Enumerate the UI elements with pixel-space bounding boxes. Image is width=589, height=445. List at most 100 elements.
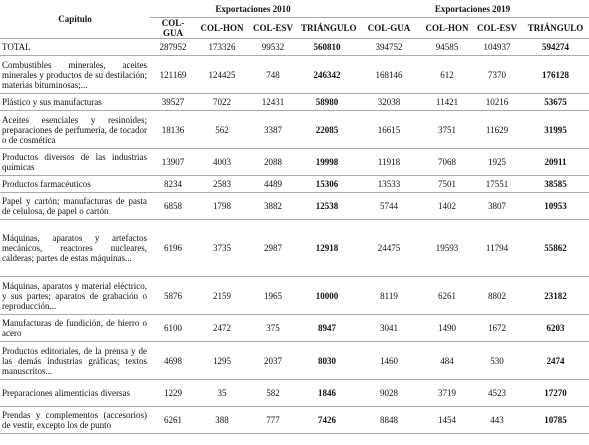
chapter-cell: Papel y cartón; manufacturas de pasta de… [0,192,150,220]
value-cell: 35 [196,379,248,407]
value-cell: 1798 [196,192,248,220]
value-cell: 375 [248,314,298,342]
value-cell: 104937 [472,38,522,56]
value-cell: 16615 [356,110,422,149]
value-cell: 39527 [150,93,196,111]
value-cell: 3807 [472,192,522,220]
value-cell: 6261 [422,276,472,315]
value-cell: 176128 [522,55,589,94]
table-row: Máquinas, aparatos y artefactos mecánico… [0,219,589,277]
value-cell: 20911 [522,148,589,176]
value-cell: 7426 [298,406,356,434]
chapter-cell: TOTAL [0,38,150,56]
column-header: TRIÁNGULO [298,17,357,39]
value-cell: 4489 [248,175,298,193]
value-cell: 99532 [248,38,298,56]
value-cell: 121169 [150,55,196,94]
group-header: Exportaciones 2010 [150,0,356,18]
value-cell: 6261 [150,406,196,434]
value-cell: 58980 [298,93,356,111]
chapter-cell: Combustibles minerales, aceites minerale… [0,55,150,94]
chapter-header: Capítulo [0,0,150,39]
value-cell: 12538 [298,192,356,220]
value-cell: 8802 [472,276,522,315]
value-cell: 7068 [422,148,472,176]
value-cell: 17270 [522,379,589,407]
value-cell: 3751 [422,110,472,149]
value-cell: 2583 [196,175,248,193]
column-header: COL-ESV [248,17,298,39]
column-header: COL-HON [422,17,472,39]
table-row: Prendas y complementos (accesorios) de v… [0,406,589,434]
value-cell: 11918 [356,148,422,176]
value-cell: 17551 [472,175,522,193]
table-row: Productos editoriales, de la prensa y de… [0,341,589,380]
chapter-cell: Máquinas, aparatos y artefactos mecánico… [0,219,150,277]
value-cell: 8848 [356,406,422,434]
value-cell: 8119 [356,276,422,315]
chapter-cell: Productos diversos de las industrias quí… [0,148,150,176]
value-cell: 11794 [472,219,522,277]
value-cell: 12431 [248,93,298,111]
column-header: COL-ESV [472,17,522,39]
value-cell: 1672 [472,314,522,342]
value-cell: 1490 [422,314,472,342]
value-cell: 5876 [150,276,196,315]
value-cell: 19998 [298,148,356,176]
value-cell: 4698 [150,341,196,380]
column-header: COL-GUA [356,17,422,39]
value-cell: 11421 [422,93,472,111]
value-cell: 443 [472,406,522,434]
value-cell: 530 [472,341,522,380]
value-cell: 124425 [196,55,248,94]
value-cell: 8234 [150,175,196,193]
chapter-cell: Máquinas, aparatos y material eléctrico,… [0,276,150,315]
value-cell: 18136 [150,110,196,149]
value-cell: 1460 [356,341,422,380]
value-cell: 3719 [422,379,472,407]
column-header: TRIÁNGULO [522,17,589,39]
value-cell: 3882 [248,192,298,220]
value-cell: 94585 [422,38,472,56]
table-row: Máquinas, aparatos y material eléctrico,… [0,276,589,315]
value-cell: 1402 [422,192,472,220]
value-cell: 6858 [150,192,196,220]
value-cell: 10000 [298,276,356,315]
value-cell: 1229 [150,379,196,407]
value-cell: 9028 [356,379,422,407]
value-cell: 1846 [298,379,356,407]
value-cell: 1454 [422,406,472,434]
table-row: Productos farmacéuticos 8234 2583 4489 15306… [0,175,589,193]
value-cell: 484 [422,341,472,380]
value-cell: 23182 [522,276,589,315]
value-cell: 11629 [472,110,522,149]
value-cell: 388 [196,406,248,434]
value-cell: 10216 [472,93,522,111]
value-cell: 7501 [422,175,472,193]
value-cell: 3735 [196,219,248,277]
chapter-cell: Prendas y complementos (accesorios) de v… [0,406,150,434]
table-row: Preparaciones alimenticias diversas 1229 3… [0,379,589,407]
value-cell: 562 [196,110,248,149]
value-cell: 394752 [356,38,422,56]
value-cell: 2472 [196,314,248,342]
value-cell: 246342 [298,55,356,94]
value-cell: 5744 [356,192,422,220]
value-cell: 2474 [522,341,589,380]
chapter-cell: Productos editoriales, de la prensa y de… [0,341,150,380]
group-header: Exportaciones 2019 [356,0,589,18]
chapter-cell: Aceites esenciales y resinoides; prepara… [0,110,150,149]
value-cell: 8947 [298,314,356,342]
value-cell: 8030 [298,341,356,380]
value-cell: 3387 [248,110,298,149]
value-cell: 287952 [150,38,196,56]
table-row: Aceites esenciales y resinoides; prepara… [0,110,589,149]
value-cell: 7370 [472,55,522,94]
value-cell: 173326 [196,38,248,56]
value-cell: 10953 [522,192,589,220]
value-cell: 2159 [196,276,248,315]
page: Capítulo Exportaciones 2010 Exportacione… [0,0,589,434]
value-cell: 32038 [356,93,422,111]
value-cell: 53675 [522,93,589,111]
value-cell: 55862 [522,219,589,277]
